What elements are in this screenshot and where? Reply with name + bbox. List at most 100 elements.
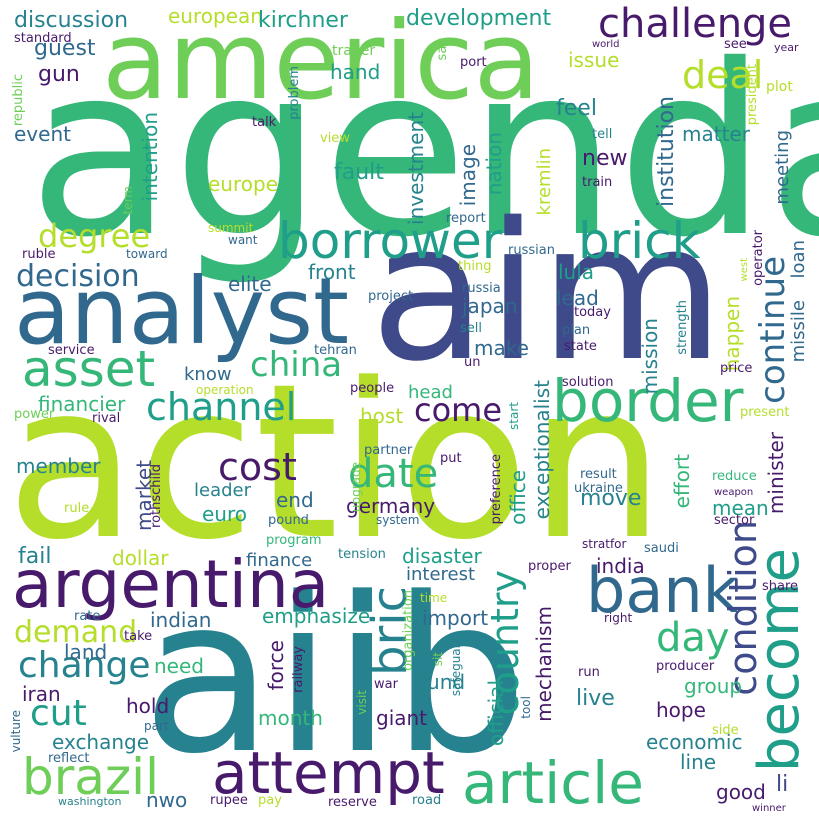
word-decision: decision <box>16 259 140 294</box>
word-rival: rival <box>92 411 121 426</box>
word-lula: lula <box>558 260 595 284</box>
word-front: front <box>308 260 356 284</box>
word-giant: giant <box>376 706 428 730</box>
word-share: share <box>762 579 799 594</box>
word-nwo: nwo <box>146 788 188 812</box>
word-indian: indian <box>150 608 212 632</box>
word-sell: sell <box>460 321 482 336</box>
word-hand: hand <box>330 60 381 84</box>
word-economic: economic <box>646 730 743 754</box>
word-world: world <box>592 39 620 50</box>
word-investment: investment <box>404 112 428 225</box>
word-railway: railway <box>291 646 306 693</box>
word-european: european <box>168 4 263 28</box>
word-tension: tension <box>338 547 386 562</box>
word-matter: matter <box>682 122 750 146</box>
word-result: result <box>580 467 617 482</box>
word-germany: germany <box>346 494 436 518</box>
word-train: train <box>582 175 613 190</box>
word-toward: toward <box>126 247 168 261</box>
word-intention: intention <box>138 112 162 202</box>
word-problem: problem <box>287 66 302 120</box>
word-see: see <box>724 37 747 52</box>
word-good: good <box>716 780 766 804</box>
word-make: make <box>474 336 529 360</box>
word-sector: sector <box>714 513 755 528</box>
word-cut: cut <box>30 693 87 734</box>
word-borrower: borrower <box>278 212 503 270</box>
word-program: program <box>266 533 322 548</box>
word-end: end <box>276 488 314 512</box>
word-service: service <box>48 343 95 358</box>
word-project: project <box>368 289 414 304</box>
word-leader: leader <box>194 480 252 501</box>
word-attempt: attempt <box>212 739 445 807</box>
word-rate: rate <box>74 609 101 624</box>
word-gun: gun <box>38 62 80 87</box>
word-institution: institution <box>654 96 679 207</box>
word-loan: loan <box>788 240 809 279</box>
word-come: come <box>414 391 503 429</box>
word-development: development <box>406 6 552 31</box>
word-analyst: analyst <box>14 258 350 365</box>
word-day: day <box>656 615 730 661</box>
word-need: need <box>154 654 204 678</box>
word-article: article <box>462 749 644 817</box>
word-month: month <box>258 706 323 730</box>
word-rupee: rupee <box>210 793 248 808</box>
word-degree: degree <box>38 217 151 255</box>
word-term: term <box>121 186 135 215</box>
word-nation: nation <box>482 132 506 196</box>
word-host: host <box>360 404 404 428</box>
word-time: time <box>420 591 448 605</box>
word-standard: standard <box>14 31 72 46</box>
word-brick: brick <box>578 212 701 270</box>
word-live: live <box>576 686 615 711</box>
word-put: put <box>440 451 462 466</box>
word-proper: proper <box>528 559 571 574</box>
word-republic: republic <box>11 74 26 127</box>
word-plan: plan <box>562 323 591 338</box>
word-start: start <box>507 402 521 430</box>
word-meeting: meeting <box>772 130 793 205</box>
word-year: year <box>774 41 799 54</box>
word-hold: hold <box>126 694 170 718</box>
word-stratfor: stratfor <box>582 537 627 551</box>
word-trader: trader <box>332 43 376 59</box>
word-discussion: discussion <box>14 8 129 33</box>
word-war: war <box>374 677 398 692</box>
word-asset: asset <box>22 340 156 398</box>
word-ukraine: ukraine <box>574 481 623 496</box>
word-un: un <box>464 355 481 370</box>
word-visit: visit <box>355 690 369 715</box>
word-new: new <box>582 146 628 171</box>
word-reduce: reduce <box>712 469 757 484</box>
word-rothschild: rothschild <box>149 464 164 528</box>
word-condition: condition <box>721 520 765 696</box>
word-power: power <box>14 407 55 422</box>
word-thing: thing <box>458 259 492 274</box>
word-side: side <box>712 723 739 738</box>
word-land: land <box>64 640 108 664</box>
word-america: america <box>102 0 540 124</box>
word-demand: demand <box>14 615 138 650</box>
word-group: group <box>684 674 743 698</box>
word-import: import <box>422 606 489 630</box>
word-action: action <box>6 338 665 587</box>
word-hope: hope <box>656 698 706 722</box>
word-russia: russia <box>462 281 501 296</box>
word-operation: operation <box>196 383 254 397</box>
word-system: system <box>376 513 420 527</box>
word-view: view <box>320 131 350 146</box>
word-brazil: brazil <box>22 748 159 806</box>
word-dollar: dollar <box>112 546 169 570</box>
word-saudi: saudi <box>644 541 679 556</box>
word-head: head <box>408 382 453 403</box>
word-preference: preference <box>489 454 504 525</box>
word-safeguard: safeguard <box>449 636 463 697</box>
word-event: event <box>14 122 71 146</box>
word-euro: euro <box>202 502 247 526</box>
word-winner: winner <box>752 803 786 814</box>
word-plot: plot <box>766 79 793 95</box>
